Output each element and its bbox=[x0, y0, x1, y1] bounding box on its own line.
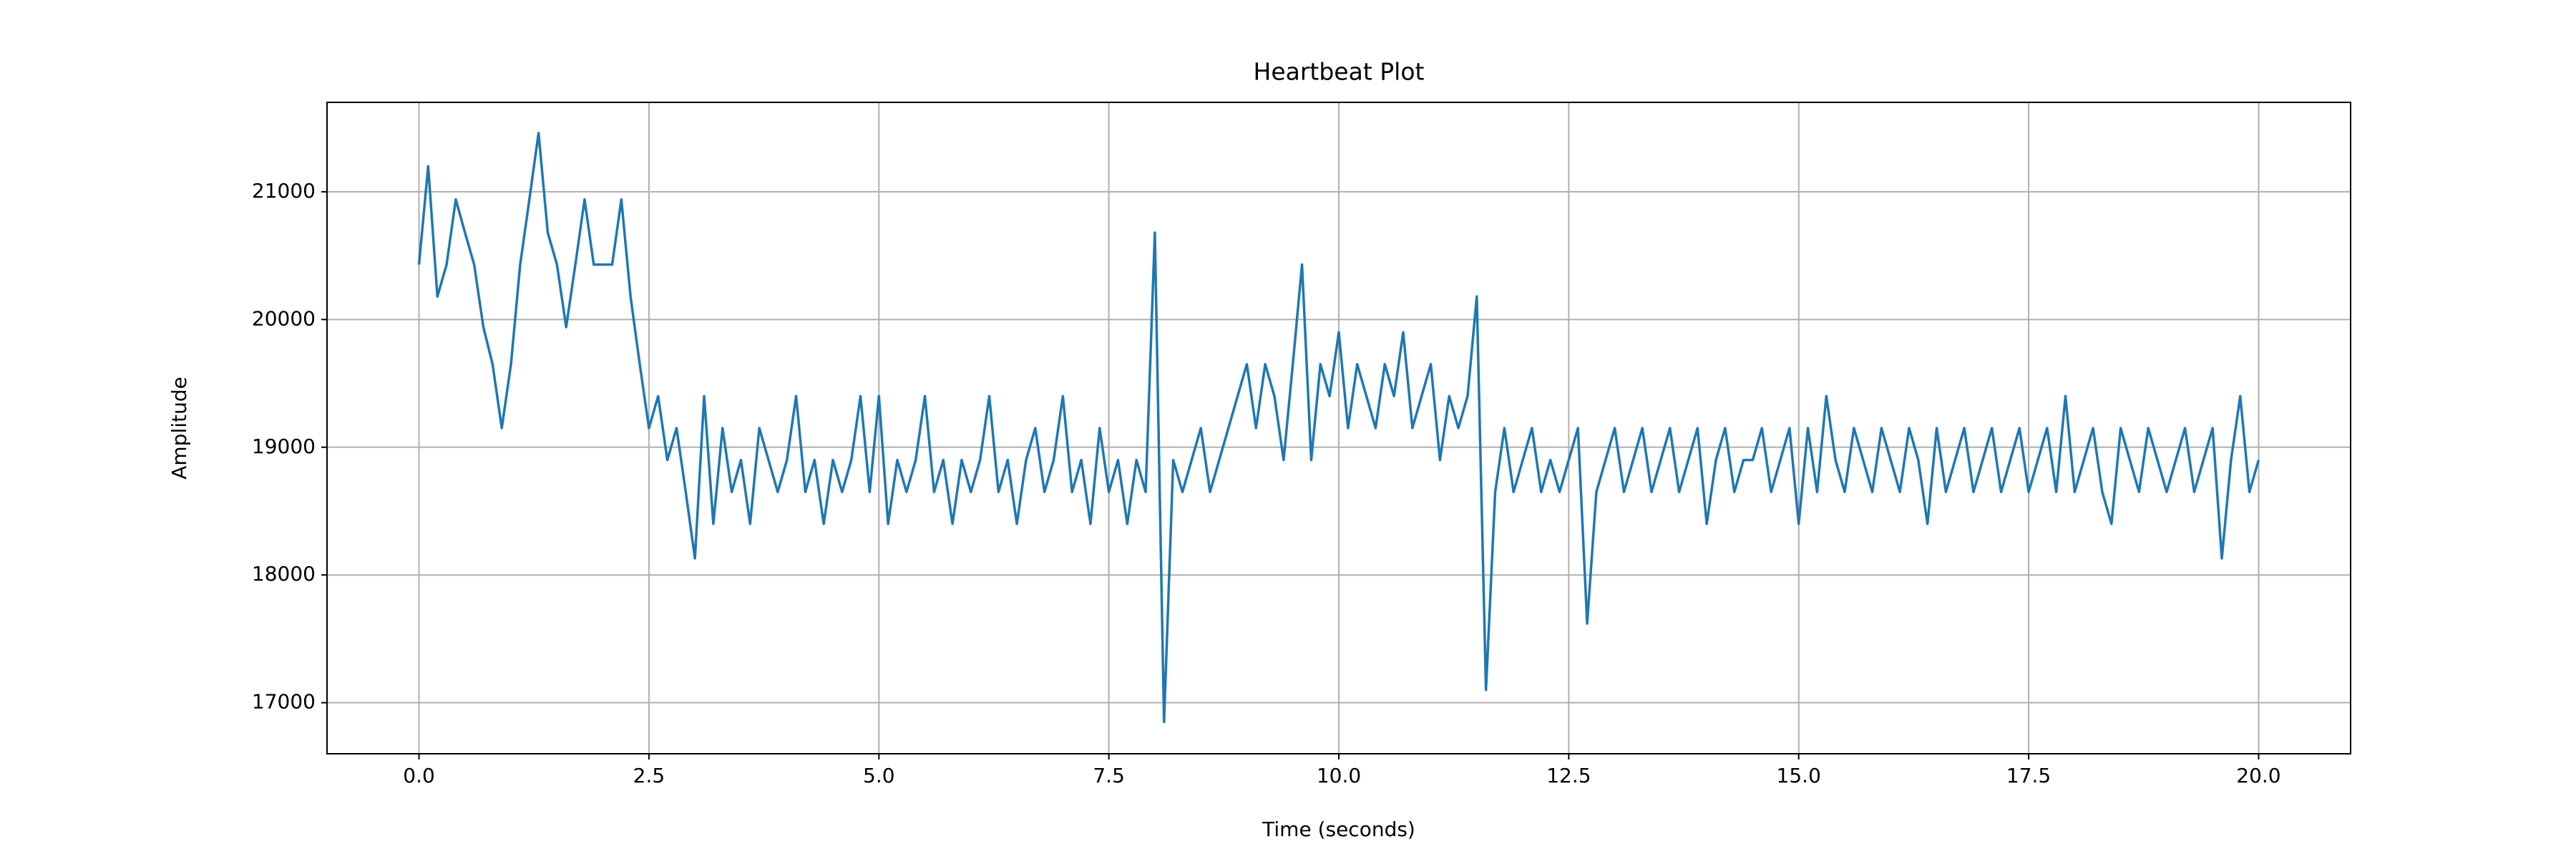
x-tick-label: 10.0 bbox=[1317, 764, 1361, 787]
data-line bbox=[417, 132, 2260, 724]
y-axis-label: Amplitude bbox=[167, 377, 191, 480]
x-tick-label: 12.5 bbox=[1546, 764, 1591, 787]
x-tick-label: 17.5 bbox=[2006, 764, 2051, 787]
x-axis-label: Time (seconds) bbox=[1262, 817, 1415, 841]
x-tick-label: 7.5 bbox=[1093, 764, 1125, 787]
x-tick-label: 2.5 bbox=[633, 764, 665, 787]
y-tick-label: 20000 bbox=[252, 306, 316, 330]
x-tick-label: 0.0 bbox=[403, 764, 435, 787]
y-tick-label: 17000 bbox=[252, 690, 316, 714]
y-tick-label: 18000 bbox=[252, 562, 316, 586]
x-tick-label: 5.0 bbox=[863, 764, 895, 787]
y-tick-label: 21000 bbox=[252, 179, 316, 203]
y-tick-label: 19000 bbox=[252, 435, 316, 458]
x-tick-label: 15.0 bbox=[1777, 764, 1821, 787]
x-tick-label: 20.0 bbox=[2236, 764, 2280, 787]
chart-title: Heartbeat Plot bbox=[1254, 58, 1425, 86]
plot-frame bbox=[326, 102, 2351, 754]
